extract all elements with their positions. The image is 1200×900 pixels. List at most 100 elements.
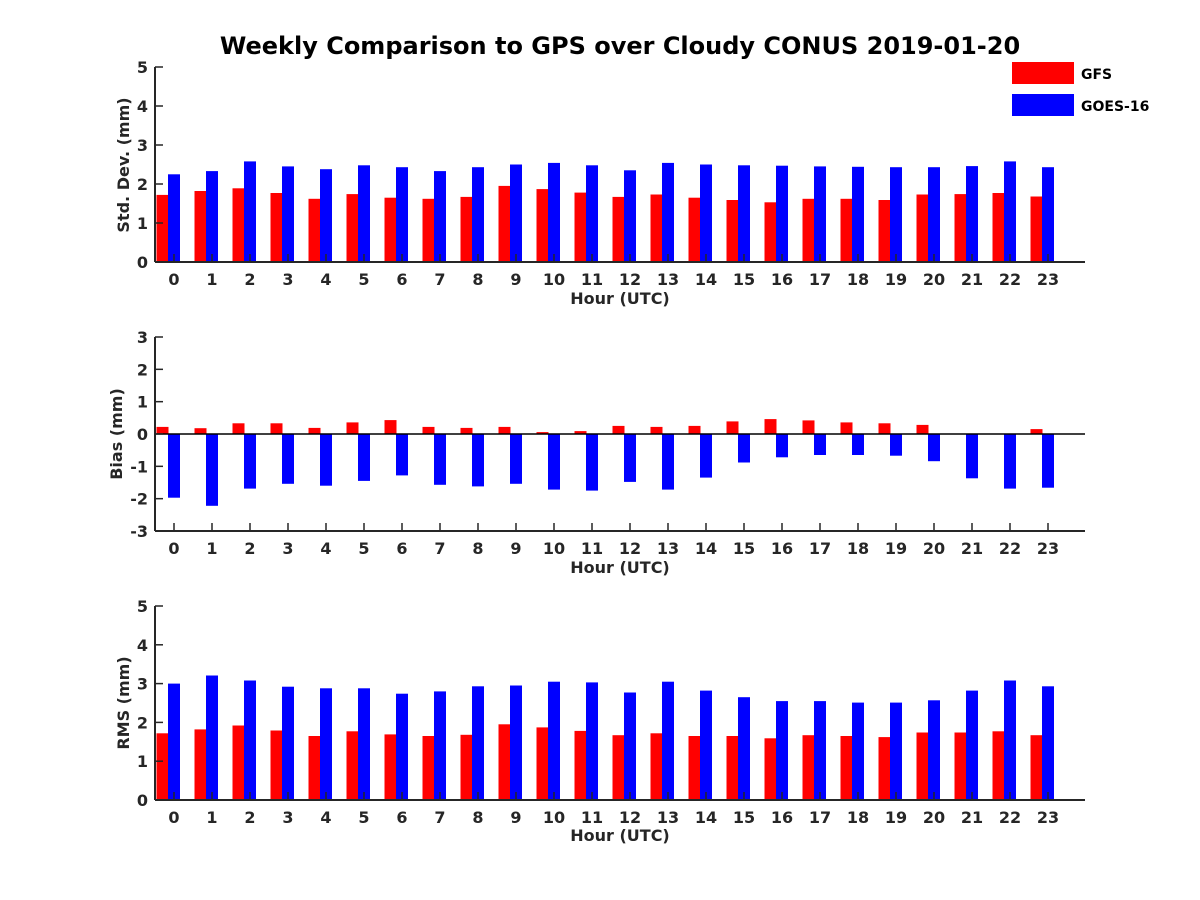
bias-x-tick-label: 6 [396,539,407,558]
std-dev-bar-goes-16-hour-20 [928,167,940,262]
std-dev-x-tick-label: 11 [581,270,603,289]
std-dev-bar-goes-16-hour-17 [814,166,826,262]
bias-x-tick-label: 17 [809,539,831,558]
bias-x-tick-label: 23 [1037,539,1059,558]
std-dev-bar-goes-16-hour-12 [624,170,636,262]
bias-bar-goes-16-hour-8 [472,434,484,487]
std-dev-bar-gfs-hour-11 [574,192,587,262]
bias-bar-gfs-hour-8 [460,427,473,434]
rms-bar-goes-16-hour-15 [738,697,750,800]
rms-bar-goes-16-hour-9 [510,685,522,800]
std-dev-y-tick-label: 2 [137,175,148,194]
std-dev-bar-goes-16-hour-7 [434,171,446,262]
bias-x-tick-label: 9 [510,539,521,558]
bias-bar-goes-16-hour-1 [206,434,218,506]
std-dev-bar-goes-16-hour-0 [168,174,180,263]
std-dev-bar-goes-16-hour-10 [548,162,560,262]
bias-bar-goes-16-hour-7 [434,434,446,485]
bias-x-tick-label: 8 [472,539,483,558]
bias-bar-gfs-hour-3 [270,423,283,434]
rms-x-tick-label: 17 [809,808,831,827]
bias-bar-goes-16-hour-20 [928,434,940,462]
bias-bar-gfs-hour-0 [156,426,169,434]
bias-bar-goes-16-hour-17 [814,434,826,455]
rms-bar-goes-16-hour-0 [168,683,180,800]
std-dev-x-tick-label: 19 [885,270,907,289]
std-dev-bar-gfs-hour-14 [688,197,701,262]
std-dev-bar-gfs-hour-17 [802,198,815,262]
std-dev-bar-goes-16-hour-4 [320,169,332,262]
std-dev-bar-gfs-hour-19 [878,200,891,262]
rms-bar-gfs-hour-0 [156,733,169,800]
rms-x-tick-label: 0 [168,808,179,827]
std-dev-bar-goes-16-hour-14 [700,164,712,262]
rms-x-tick-label: 18 [847,808,869,827]
rms-bar-goes-16-hour-17 [814,701,826,800]
std-dev-x-tick-label: 8 [472,270,483,289]
rms-bar-goes-16-hour-6 [396,693,408,800]
std-dev-bar-goes-16-hour-9 [510,164,522,262]
std-dev-bar-goes-16-hour-6 [396,167,408,262]
std-dev-bar-gfs-hour-6 [384,197,397,262]
std-dev-bar-gfs-hour-10 [536,189,549,262]
rms-x-tick-label: 7 [434,808,445,827]
bias-bar-goes-16-hour-5 [358,434,370,481]
std-dev-bar-goes-16-hour-3 [282,166,294,262]
std-dev-bar-gfs-hour-20 [916,194,929,262]
rms-y-tick-label: 2 [137,713,148,732]
rms-bar-gfs-hour-21 [954,732,967,800]
bias-x-tick-label: 13 [657,539,679,558]
bias-bar-gfs-hour-16 [764,419,777,434]
bias-x-tick-label: 7 [434,539,445,558]
rms-bar-goes-16-hour-5 [358,688,370,800]
std-dev-bar-goes-16-hour-1 [206,171,218,262]
bias-bar-goes-16-hour-2 [244,434,256,489]
std-dev-bar-gfs-hour-23 [1030,196,1043,262]
bias-bar-goes-16-hour-12 [624,434,636,482]
rms-bar-goes-16-hour-10 [548,681,560,800]
std-dev-y-tick-label: 1 [137,214,148,233]
rms-bar-gfs-hour-15 [726,736,739,800]
rms-bar-gfs-hour-18 [840,736,853,800]
bias-x-tick-label: 11 [581,539,603,558]
std-dev-bar-goes-16-hour-22 [1004,161,1016,262]
std-dev-x-tick-label: 15 [733,270,755,289]
rms-x-tick-label: 19 [885,808,907,827]
std-dev-bar-gfs-hour-16 [764,202,777,262]
rms-bar-gfs-hour-4 [308,736,321,800]
std-dev-x-tick-label: 20 [923,270,945,289]
rms-bar-goes-16-hour-7 [434,691,446,800]
std-dev-x-tick-label: 7 [434,270,445,289]
rms-bar-gfs-hour-17 [802,735,815,800]
bias-bar-goes-16-hour-13 [662,434,674,490]
bias-bar-goes-16-hour-23 [1042,434,1054,488]
rms-bar-goes-16-hour-12 [624,692,636,800]
std-dev-y-tick-label: 5 [137,58,148,77]
rms-bar-goes-16-hour-20 [928,700,940,800]
std-dev-bar-goes-16-hour-16 [776,165,788,262]
std-dev-x-tick-label: 10 [543,270,565,289]
std-dev-x-tick-label: 12 [619,270,641,289]
std-dev-bar-gfs-hour-3 [270,193,283,262]
rms-y-tick-label: 5 [137,597,148,616]
std-dev-x-axis-label: Hour (UTC) [570,289,670,308]
rms-x-axis-label: Hour (UTC) [570,826,670,845]
std-dev-x-tick-label: 21 [961,270,983,289]
rms-x-tick-label: 13 [657,808,679,827]
rms-x-tick-label: 3 [282,808,293,827]
std-dev-bar-goes-16-hour-15 [738,165,750,262]
bias-bar-gfs-hour-2 [232,423,245,434]
rms-x-tick-label: 16 [771,808,793,827]
rms-bar-goes-16-hour-1 [206,675,218,800]
rms-bar-goes-16-hour-16 [776,701,788,800]
bias-x-axis-label: Hour (UTC) [570,558,670,577]
bias-x-tick-label: 18 [847,539,869,558]
rms-bar-gfs-hour-22 [992,731,1005,800]
bias-bar-gfs-hour-14 [688,425,701,434]
rms-bar-goes-16-hour-3 [282,686,294,800]
bias-bar-goes-16-hour-6 [396,434,408,476]
bias-bar-gfs-hour-19 [878,423,891,434]
rms-bar-gfs-hour-16 [764,738,777,800]
